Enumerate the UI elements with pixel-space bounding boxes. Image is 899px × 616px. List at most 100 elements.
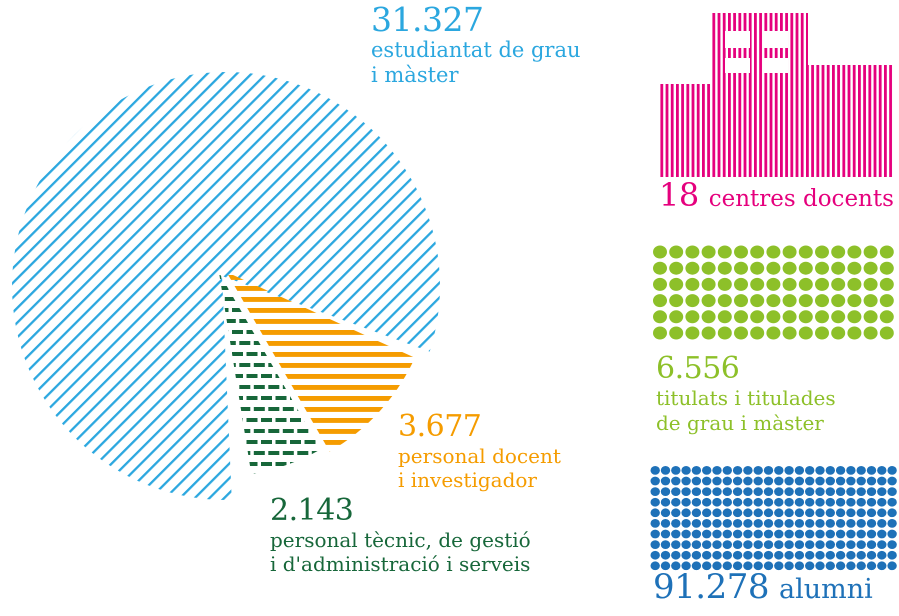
alumni-dot [805, 550, 815, 560]
graduate-dot [831, 261, 846, 275]
alumni-dot [712, 540, 722, 549]
alumni-dot [732, 508, 743, 518]
alumni-dot [877, 466, 887, 475]
alumni-dot [732, 519, 743, 528]
alumni-dot [753, 540, 763, 549]
alumni-dot [866, 540, 877, 549]
graduate-dot [734, 245, 748, 259]
graduate-dot [863, 245, 878, 259]
alumni-dot [681, 540, 691, 549]
alumni-dot [856, 508, 866, 518]
graduate-dot [750, 277, 765, 291]
graduate-dot [685, 294, 700, 308]
pdi-label-line2: i investigador [398, 468, 537, 492]
students-label-line2: i màster [371, 63, 459, 87]
alumni-dot [691, 476, 702, 486]
graduate-dot [831, 277, 846, 291]
graduate-dot [717, 261, 732, 275]
alumni-dot [681, 519, 691, 528]
alumni-dot [805, 497, 815, 507]
alumni-dot [763, 550, 774, 560]
pdi-label: 3.677 personal docent i investigador [398, 410, 561, 493]
graduate-dot [669, 277, 684, 291]
graduate-dot [798, 245, 813, 259]
alumni-dot [835, 487, 846, 496]
alumni-dot [887, 550, 897, 560]
building-window-stub [725, 22, 750, 31]
pdi-label-line1: personal docent [398, 444, 561, 468]
alumni-dot [815, 466, 825, 475]
alumni-dot [660, 497, 671, 507]
graduate-dot [815, 310, 829, 324]
alumni-dot [815, 561, 825, 571]
alumni-dot [732, 476, 743, 486]
alumni-dot [866, 529, 877, 539]
graduate-dot [863, 261, 878, 275]
ptgas-label-line2: i d'administració i serveis [270, 552, 531, 576]
alumni-dot [825, 508, 835, 518]
alumni-dot [753, 466, 763, 475]
alumni-dot [846, 529, 856, 539]
alumni-dot [722, 497, 732, 507]
alumni-dot [825, 519, 835, 528]
alumni-dot [650, 497, 660, 507]
ptgas-label: 2.143 personal tècnic, de gestió i d'adm… [270, 494, 531, 577]
graduate-dot [717, 245, 732, 259]
alumni-dot [805, 519, 815, 528]
alumni-dot [877, 529, 887, 539]
alumni-dot [691, 497, 702, 507]
alumni-dot [732, 466, 743, 475]
graduate-dot [879, 310, 894, 324]
alumni-dot [671, 550, 681, 560]
alumni-dot [722, 540, 732, 549]
alumni-dot [753, 487, 763, 496]
dot-matrix-graduates [653, 245, 894, 340]
alumni-dot [774, 540, 784, 549]
graduate-dot [815, 326, 829, 340]
alumni-dot [691, 466, 702, 475]
alumni-dot [691, 550, 702, 560]
graduate-dot [717, 326, 732, 340]
alumni-dot [732, 550, 743, 560]
graduate-dot [815, 261, 829, 275]
alumni-dot [805, 508, 815, 518]
alumni-dot [784, 466, 794, 475]
alumni-dot [650, 550, 660, 560]
students-label: 31.327 estudiantat de grau i màster [371, 2, 581, 88]
alumni-dot [702, 561, 712, 571]
alumni-dot [835, 466, 846, 475]
alumni-dot [712, 487, 722, 496]
alumni-dot [732, 497, 743, 507]
graduate-dot [863, 310, 878, 324]
alumni-dot [774, 529, 784, 539]
alumni-dot [671, 466, 681, 475]
graduate-dot [782, 261, 797, 275]
alumni-dot [794, 529, 805, 539]
alumni-dot [815, 487, 825, 496]
alumni-dot [650, 561, 660, 571]
alumni-dot [712, 519, 722, 528]
alumni-dot [722, 476, 732, 486]
alumni-dot [650, 540, 660, 549]
alumni-dot [846, 540, 856, 549]
alumni-dot [805, 561, 815, 571]
alumni-dot [877, 487, 887, 496]
graduate-dot [879, 277, 894, 291]
alumni-dot [856, 497, 866, 507]
alumni-dot [774, 487, 784, 496]
students-count: 31.327 [371, 0, 484, 39]
alumni-dot [743, 561, 753, 571]
alumni-dot [825, 497, 835, 507]
graduate-dot [766, 310, 781, 324]
graduate-dot [685, 245, 700, 259]
alumni-dot [691, 519, 702, 528]
graduate-dot [750, 294, 765, 308]
alumni-dot [753, 561, 763, 571]
graduate-dot [863, 326, 878, 340]
alumni-dot [732, 540, 743, 549]
graduate-dot [734, 294, 748, 308]
alumni-dot [784, 540, 794, 549]
graduate-dot [782, 245, 797, 259]
alumni-dot [815, 540, 825, 549]
